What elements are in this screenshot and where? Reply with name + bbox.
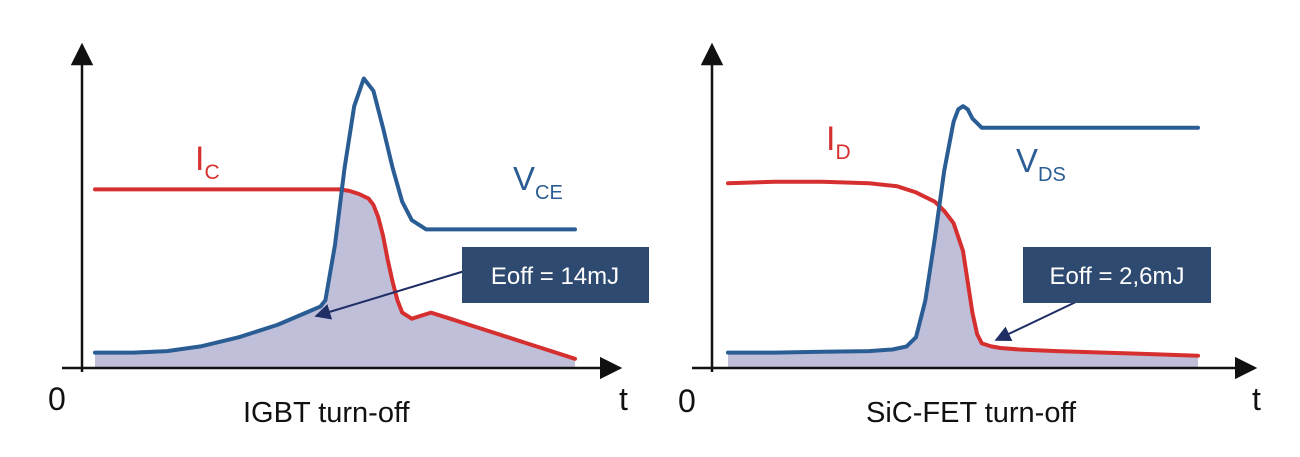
annotation-text: Eoff = 2,6mJ: [1050, 263, 1185, 290]
annotation-text: Eoff = 14mJ: [491, 263, 619, 290]
series-line-vce: [93, 76, 577, 355]
series-label-vce: VCE: [513, 160, 563, 204]
series-label-vds: VDS: [1016, 142, 1066, 186]
energy-loss-area: [728, 206, 1198, 368]
series-label-id: ID: [826, 120, 851, 164]
series-label-ic: IC: [195, 140, 220, 184]
origin-label: 0: [48, 381, 66, 417]
igbt-chart: 0 t IGBT turn-off IC VCE Eoff = 14mJ: [48, 42, 649, 429]
x-axis-label: t: [1252, 381, 1261, 417]
chart-title: SiC-FET turn-off: [866, 397, 1077, 429]
annotation-arrow: [314, 269, 469, 320]
sic-fet-chart: 0 t SiC-FET turn-off ID VDS Eoff = 2,6mJ: [678, 42, 1261, 429]
series-line-ic: [93, 187, 577, 361]
annotation-box: [462, 247, 649, 303]
energy-loss-area: [95, 189, 575, 368]
annotation-box: [1023, 247, 1211, 303]
x-axis-label: t: [619, 381, 628, 417]
annotation-arrow: [994, 299, 1081, 342]
series-line-vds: [726, 104, 1200, 355]
series-line-id: [726, 179, 1200, 358]
chart-title: IGBT turn-off: [243, 397, 410, 429]
origin-label: 0: [678, 383, 696, 419]
